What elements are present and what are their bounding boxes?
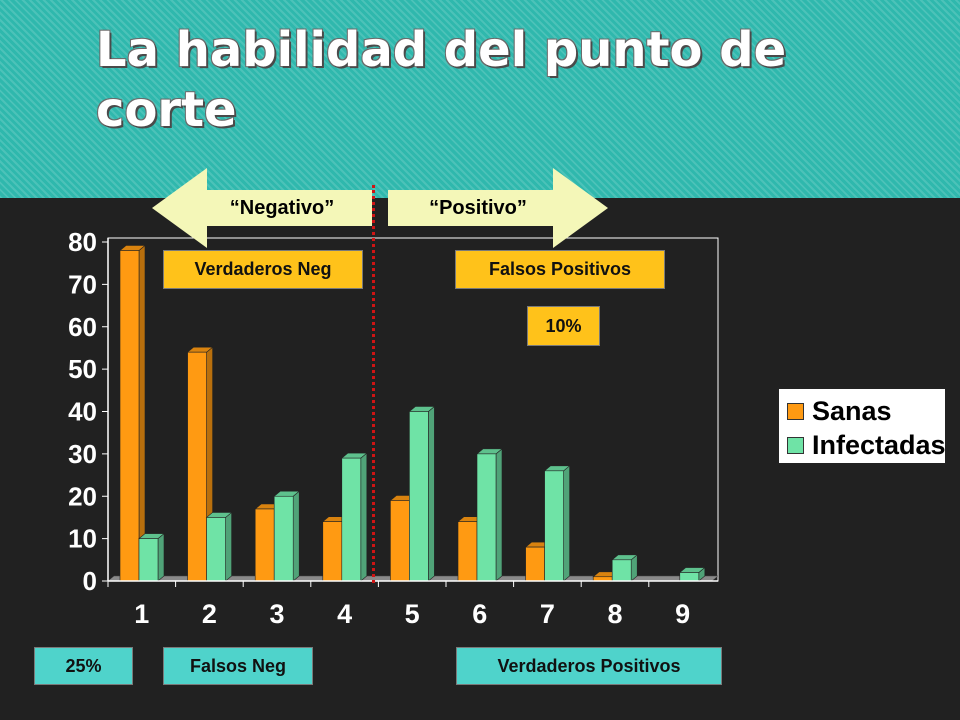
legend-item-infectadas: Infectadas <box>787 430 946 460</box>
y-tick-label-40: 40 <box>68 397 97 427</box>
legend-item-sanas: Sanas <box>787 396 892 426</box>
bar-infectadas-2 <box>206 517 226 582</box>
bar-side-infectadas-4 <box>360 452 368 582</box>
legend-swatch-sanas <box>787 402 804 420</box>
bar-infectadas-7 <box>544 470 564 582</box>
y-tick-label-0: 0 <box>83 566 97 596</box>
bar-infectadas-3 <box>273 495 294 582</box>
y-tick-label-70: 70 <box>68 269 97 299</box>
negative-arrow: “Negativo” <box>152 168 372 248</box>
false-negatives-label: Falsos Neg <box>163 647 313 685</box>
bar-sanas-2 <box>187 351 207 582</box>
x-tick-label-5: 5 <box>405 599 420 629</box>
y-tick-label-20: 20 <box>68 481 97 511</box>
legend-label-sanas: Sanas <box>812 395 892 426</box>
bar-sanas-6 <box>457 521 478 582</box>
slide-title: La habilidad del punto de corte <box>96 22 787 138</box>
legend-swatch-infectadas <box>787 436 804 454</box>
x-tick-label-6: 6 <box>472 599 487 629</box>
x-tick-label-9: 9 <box>675 599 690 629</box>
false-positives-percent: 10% <box>527 306 600 346</box>
true-negatives-label: Verdaderos Neg <box>163 250 363 289</box>
bar-sanas-4 <box>322 521 343 582</box>
x-tick-label-4: 4 <box>337 599 352 629</box>
bar-sanas-1 <box>119 250 140 582</box>
negative-arrow-label: “Negativo” <box>229 197 335 219</box>
x-tick-label-3: 3 <box>269 599 284 629</box>
positive-arrow: “Positivo” <box>388 168 608 248</box>
bar-infectadas-8 <box>611 559 632 582</box>
y-tick-label-80: 80 <box>68 227 97 257</box>
positive-arrow-label: “Positivo” <box>429 197 527 219</box>
right-arrow-icon <box>388 168 608 248</box>
y-tick-label-10: 10 <box>68 524 97 554</box>
true-positives-label: Verdaderos Positivos <box>456 647 722 685</box>
bar-sanas-7 <box>525 546 545 582</box>
bar-infectadas-6 <box>476 453 497 582</box>
bar-infectadas-1 <box>138 538 159 582</box>
bar-sanas-3 <box>254 508 275 582</box>
bar-side-infectadas-5 <box>428 405 435 582</box>
chart-legend: Sanas Infectadas <box>777 387 947 465</box>
bar-side-infectadas-6 <box>495 448 503 582</box>
bar-side-infectadas-1 <box>157 532 165 582</box>
x-tick-label-1: 1 <box>134 599 149 629</box>
y-tick-label-50: 50 <box>68 354 97 384</box>
y-tick-label-30: 30 <box>68 439 97 469</box>
bar-infectadas-9 <box>679 572 700 582</box>
bar-infectadas-5 <box>409 411 429 582</box>
false-negatives-percent: 25% <box>34 647 133 685</box>
bar-side-sanas-1 <box>138 244 146 582</box>
left-arrow-icon <box>152 168 372 248</box>
cutoff-line <box>372 185 375 583</box>
x-tick-label-7: 7 <box>540 599 555 629</box>
bar-side-infectadas-7 <box>563 465 570 582</box>
y-tick-label-60: 60 <box>68 312 97 342</box>
bar-sanas-5 <box>390 500 410 582</box>
bar-side-infectadas-2 <box>225 511 232 582</box>
bar-side-infectadas-3 <box>292 490 300 582</box>
false-positives-label: Falsos Positivos <box>455 250 665 289</box>
bar-infectadas-4 <box>341 457 362 582</box>
title-banner: La habilidad del punto de corte <box>0 0 960 198</box>
x-tick-label-2: 2 <box>202 599 217 629</box>
x-tick-label-8: 8 <box>607 599 622 629</box>
legend-label-infectadas: Infectadas <box>812 429 946 460</box>
